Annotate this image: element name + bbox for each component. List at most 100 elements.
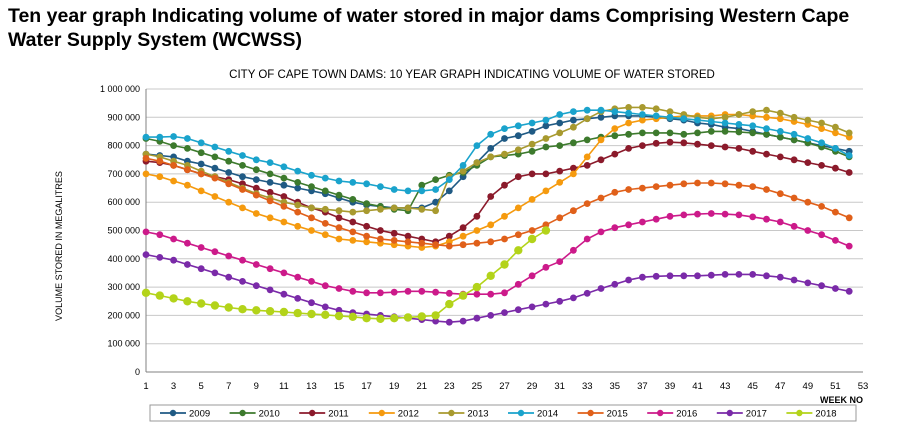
data-point bbox=[776, 190, 784, 198]
data-point bbox=[156, 231, 164, 239]
legend-swatch-marker bbox=[587, 409, 594, 417]
data-point bbox=[156, 133, 164, 141]
data-point bbox=[445, 187, 453, 195]
data-point bbox=[845, 129, 853, 137]
x-tick-label: 25 bbox=[472, 381, 483, 392]
data-point bbox=[294, 184, 302, 192]
data-point bbox=[556, 119, 564, 127]
data-point bbox=[570, 246, 577, 254]
data-point bbox=[735, 145, 743, 152]
data-point bbox=[749, 147, 757, 155]
x-tick-label: 15 bbox=[334, 381, 345, 392]
data-point bbox=[184, 135, 191, 142]
data-point bbox=[390, 288, 398, 296]
data-point bbox=[335, 235, 343, 243]
legend-label: 2017 bbox=[746, 409, 767, 420]
data-point bbox=[542, 170, 550, 178]
data-point bbox=[639, 116, 646, 124]
data-point bbox=[514, 306, 522, 314]
data-point bbox=[597, 136, 605, 144]
data-point bbox=[432, 198, 439, 206]
data-point bbox=[142, 133, 150, 141]
series-line-2014 bbox=[146, 109, 850, 192]
data-point bbox=[694, 140, 701, 148]
data-point bbox=[818, 231, 825, 239]
data-point bbox=[280, 163, 288, 171]
x-axis-label: WEEK NO bbox=[820, 395, 863, 405]
data-point bbox=[514, 122, 522, 130]
data-point bbox=[528, 303, 536, 311]
data-point bbox=[252, 306, 261, 315]
data-point bbox=[652, 105, 660, 113]
data-point bbox=[666, 138, 674, 146]
data-point bbox=[239, 173, 246, 181]
data-point bbox=[776, 109, 784, 117]
data-point bbox=[625, 109, 632, 117]
data-point bbox=[611, 224, 619, 232]
gridlines bbox=[146, 88, 863, 345]
y-tick-label: 800 000 bbox=[107, 141, 140, 151]
data-point bbox=[721, 180, 729, 188]
legend-swatch-marker bbox=[448, 409, 455, 417]
data-point bbox=[170, 133, 178, 140]
data-point bbox=[749, 122, 757, 130]
data-point bbox=[570, 294, 577, 302]
legend-item-2016: 2016 bbox=[647, 409, 697, 420]
data-point bbox=[570, 108, 577, 115]
data-point bbox=[721, 113, 729, 121]
data-point bbox=[790, 130, 798, 138]
data-point bbox=[804, 198, 812, 206]
data-point bbox=[224, 303, 233, 312]
legend-label: 2014 bbox=[537, 409, 558, 420]
data-point bbox=[238, 305, 247, 314]
data-point bbox=[832, 237, 839, 244]
data-point bbox=[197, 149, 205, 157]
data-point bbox=[763, 215, 770, 223]
data-point bbox=[321, 231, 329, 239]
data-point bbox=[501, 181, 508, 189]
data-point bbox=[542, 135, 550, 142]
data-point bbox=[514, 132, 522, 140]
data-point bbox=[639, 184, 646, 192]
data-point bbox=[749, 183, 757, 191]
data-point bbox=[308, 171, 315, 179]
page-heading-line-1: Ten year graph Indicating volume of wate… bbox=[8, 5, 850, 27]
data-point bbox=[652, 272, 660, 280]
data-point bbox=[790, 222, 798, 230]
data-point bbox=[335, 177, 343, 185]
data-point bbox=[597, 228, 605, 236]
data-point bbox=[652, 112, 660, 120]
data-point bbox=[680, 115, 688, 123]
data-point bbox=[169, 294, 178, 303]
data-point bbox=[141, 288, 151, 297]
series-2014 bbox=[142, 106, 853, 195]
data-point bbox=[170, 177, 178, 185]
data-point bbox=[321, 205, 329, 213]
x-tick-label: 7 bbox=[226, 381, 231, 392]
data-point bbox=[459, 317, 467, 325]
data-point bbox=[349, 287, 357, 295]
data-point bbox=[390, 237, 398, 244]
data-point bbox=[652, 129, 660, 137]
data-point bbox=[348, 312, 357, 321]
data-point bbox=[266, 214, 274, 222]
data-point bbox=[611, 150, 619, 158]
x-tick-label: 19 bbox=[389, 381, 400, 392]
data-point bbox=[528, 140, 536, 148]
data-point bbox=[432, 186, 439, 193]
data-point bbox=[239, 186, 246, 193]
data-point bbox=[280, 290, 288, 298]
series-group bbox=[141, 104, 853, 326]
legend-swatch-marker bbox=[309, 409, 316, 417]
x-tick-label: 5 bbox=[199, 381, 204, 392]
data-point bbox=[252, 156, 260, 164]
data-point bbox=[239, 162, 246, 169]
data-point bbox=[625, 119, 632, 127]
x-tick-label: 45 bbox=[747, 381, 758, 392]
data-point bbox=[570, 170, 577, 178]
data-point bbox=[749, 108, 757, 115]
data-point bbox=[763, 106, 770, 114]
data-point bbox=[459, 162, 467, 169]
data-point bbox=[211, 174, 219, 182]
data-point bbox=[252, 166, 260, 174]
